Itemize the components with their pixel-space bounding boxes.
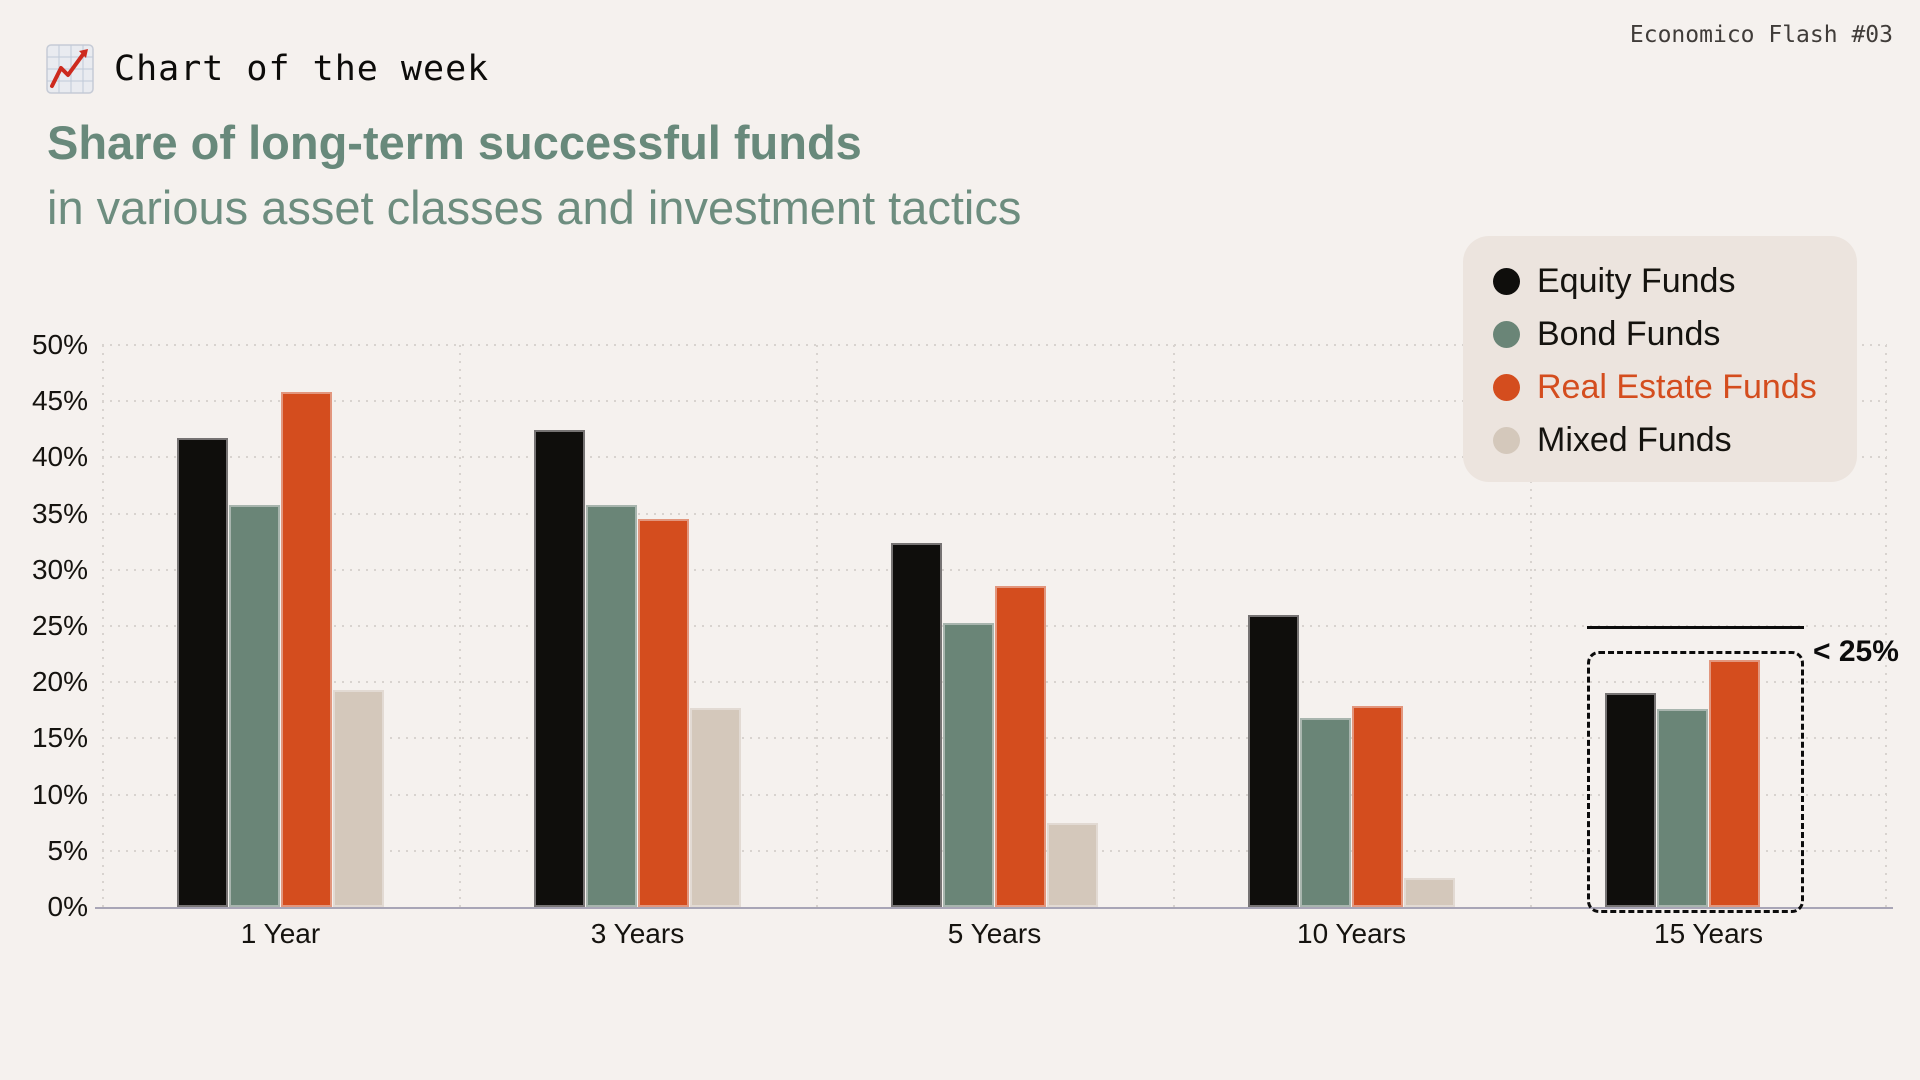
bar-chart-plot-area: [102, 344, 1887, 907]
legend-item-bond-funds: Bond Funds: [1493, 314, 1857, 354]
y-axis-tick-label: 45%: [31, 385, 88, 417]
legend-label: Bond Funds: [1537, 314, 1721, 353]
bar-mixed-funds-3-years: [690, 708, 741, 907]
y-axis-tick-label: 40%: [31, 441, 88, 473]
y-axis-tick-label: 20%: [31, 666, 88, 698]
legend-dot-bond-funds: [1493, 320, 1520, 348]
annotation-threshold-line: [1587, 626, 1804, 629]
chart-title-line2: in various asset classes and investment …: [47, 181, 1022, 234]
bar-bond-funds-15-years: [1657, 709, 1708, 907]
gridline-vertical: [102, 345, 104, 907]
legend-dot-real-estate-funds: [1493, 373, 1520, 401]
gridline-horizontal: [102, 737, 1887, 740]
gridline-vertical: [1885, 345, 1887, 907]
bar-bond-funds-5-years: [943, 622, 994, 907]
bar-real-estate-funds-1-year: [281, 392, 332, 907]
bar-equity-funds-15-years: [1605, 693, 1656, 907]
bar-real-estate-funds-3-years: [638, 519, 689, 907]
gridline-horizontal: [102, 568, 1887, 571]
legend-item-mixed-funds: Mixed Funds: [1493, 420, 1857, 460]
gridline-horizontal: [102, 681, 1887, 684]
y-axis-tick-label: 25%: [31, 610, 88, 641]
x-axis-label-15-years: 15 Years: [1654, 918, 1763, 949]
bar-mixed-funds-5-years: [1047, 822, 1098, 907]
bar-equity-funds-5-years: [891, 542, 942, 907]
legend-item-real-estate-funds: Real Estate Funds: [1493, 367, 1857, 407]
x-axis-line: [95, 907, 1893, 909]
x-axis-label-5-years: 5 Years: [947, 918, 1042, 949]
legend-dot-equity-funds: [1493, 267, 1520, 295]
y-axis-tick-label: 15%: [31, 722, 88, 754]
y-axis-tick-label: 35%: [31, 497, 88, 529]
bar-real-estate-funds-15-years: [1709, 659, 1760, 907]
chart-title: Share of long-term successful funds in v…: [47, 110, 1021, 240]
y-axis-tick-label: 30%: [31, 553, 88, 585]
y-axis-tick-label: 0%: [47, 891, 88, 922]
gridline-horizontal: [102, 456, 1887, 459]
chart-increasing-icon: [46, 44, 94, 94]
bar-bond-funds-3-years: [586, 504, 637, 907]
bar-mixed-funds-10-years: [1404, 877, 1455, 907]
x-axis-label-1-year: 1 Year: [240, 918, 321, 949]
gridline-vertical: [1173, 345, 1175, 907]
gridline-horizontal: [102, 344, 1887, 346]
bar-equity-funds-1-year: [177, 438, 228, 907]
gridline-vertical: [1530, 345, 1532, 907]
legend-label: Equity Funds: [1537, 261, 1736, 300]
brand-badge: Economico Flash #03: [1629, 22, 1893, 48]
chart-title-line1: Share of long-term successful funds: [47, 116, 862, 169]
y-axis-tick-label: 10%: [31, 778, 88, 810]
gridline-horizontal: [102, 512, 1887, 515]
kicker-label: Chart of the week: [114, 49, 490, 89]
bar-equity-funds-10-years: [1248, 614, 1299, 907]
bar-bond-funds-1-year: [229, 504, 280, 907]
bar-real-estate-funds-5-years: [995, 585, 1046, 907]
x-axis-label-10-years: 10 Years: [1297, 918, 1406, 949]
page-kicker: Chart of the week: [46, 44, 489, 94]
gridline-horizontal: [102, 849, 1887, 852]
legend-label: Mixed Funds: [1537, 420, 1732, 459]
bar-equity-funds-3-years: [534, 430, 585, 907]
chart-legend: Equity Funds Bond Funds Real Estate Funds M…: [1463, 236, 1857, 482]
legend-dot-mixed-funds: [1493, 426, 1520, 454]
y-axis-tick-label: 5%: [47, 834, 88, 866]
legend-label: Real Estate Funds: [1537, 367, 1817, 406]
x-axis-label-3-years: 3 Years: [590, 918, 685, 949]
bar-real-estate-funds-10-years: [1352, 705, 1403, 907]
gridline-vertical: [459, 345, 461, 907]
gridline-vertical: [816, 345, 818, 907]
gridline-horizontal: [102, 400, 1887, 403]
gridline-horizontal: [102, 793, 1887, 796]
bar-mixed-funds-1-year: [333, 690, 384, 907]
y-axis-tick-label: 50%: [31, 329, 88, 360]
gridline-horizontal: [102, 625, 1887, 627]
bar-bond-funds-10-years: [1300, 718, 1351, 907]
annotation-dashed-box: [1587, 650, 1804, 913]
legend-item-equity-funds: Equity Funds: [1493, 261, 1857, 301]
annotation-label: < 25%: [1813, 634, 1899, 668]
